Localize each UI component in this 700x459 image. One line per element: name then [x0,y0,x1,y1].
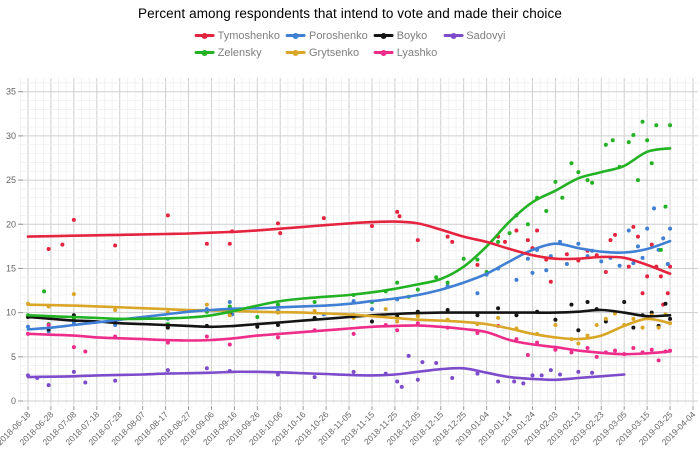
series-points-sadovyi [26,353,595,389]
legend-swatch-icon [373,32,394,39]
legend-swatch-icon [373,49,394,56]
chart-title: Percent among respondents that intend to… [138,6,562,21]
legend-label: Boyko [396,29,428,42]
legend-label: Sadovyi [466,29,506,42]
legend-item-zelensky: Zelensky [194,45,280,60]
legend-item-tymoshenko: Tymoshenko [194,28,280,43]
legend-swatch-icon [443,32,464,39]
y-axis-tick-label: 0 [11,396,16,406]
y-axis-tick-label: 25 [6,175,16,185]
series-line-grytsenko [26,303,672,341]
legend-swatch-icon [285,32,306,39]
y-axis-tick-label: 30 [6,131,16,141]
legend-label: Tymoshenko [217,29,280,42]
series-line-tymoshenko [26,220,672,275]
legend-item-lyashko: Lyashko [373,45,438,60]
legend-item-grytsenko: Grytsenko [285,45,368,60]
legend-label: Grytsenko [308,46,360,59]
y-axis-tick-label: 15 [6,263,16,273]
y-axis-tick-label: 10 [6,308,16,318]
series-points-zelensky [26,119,673,327]
legend-label: Zelensky [217,46,262,59]
legend-item-boyko: Boyko [373,28,438,43]
legend-swatch-icon [194,49,215,56]
y-axis-tick-label: 20 [6,219,16,229]
legend-label: Lyashko [396,46,438,59]
legend: Tymoshenko Poroshenko Boyko Sadovyi Zelensky… [194,28,505,60]
legend-swatch-icon [285,49,306,56]
series-line-sadovyi [26,366,626,382]
y-axis-tick-label: 5 [11,352,16,362]
series-line-zelensky [26,147,672,321]
legend-item-sadovyi: Sadovyi [443,28,505,43]
legend-item-poroshenko: Poroshenko [285,28,368,43]
series-line-boyko [26,308,672,329]
legend-swatch-icon [194,32,215,39]
legend-label: Poroshenko [308,29,368,42]
series-line-lyashko [26,324,672,356]
y-axis-tick-label: 35 [6,87,16,97]
